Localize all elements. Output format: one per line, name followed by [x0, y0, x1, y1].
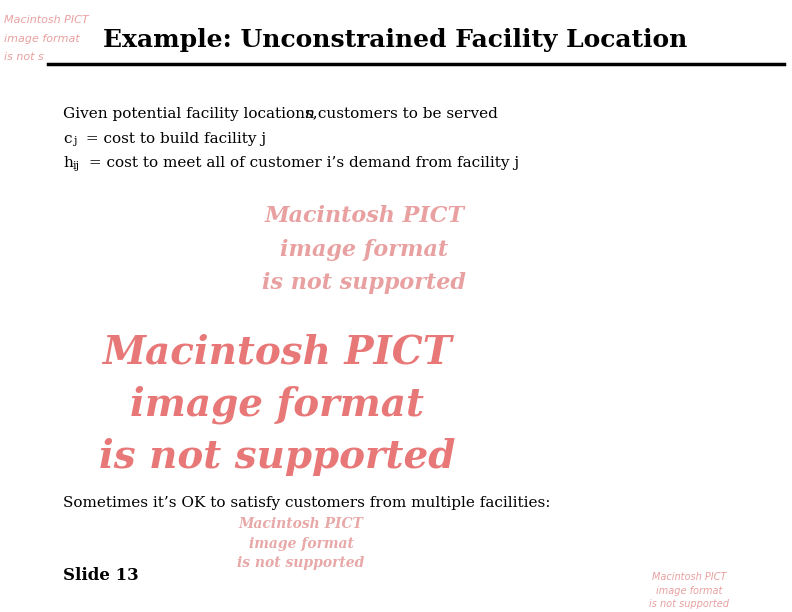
Text: c: c [63, 132, 72, 146]
Text: is not s: is not s [4, 52, 44, 62]
Text: image format: image format [249, 537, 353, 551]
Text: Given potential facility locations,: Given potential facility locations, [63, 107, 323, 121]
Text: = cost to meet all of customer i’s demand from facility j: = cost to meet all of customer i’s deman… [84, 156, 519, 170]
Text: is not supported: is not supported [649, 599, 729, 609]
Text: ij: ij [73, 161, 80, 171]
Text: j: j [73, 136, 76, 146]
Text: = cost to build facility j: = cost to build facility j [81, 132, 266, 146]
Text: h: h [63, 156, 73, 170]
Text: n: n [305, 107, 314, 121]
Text: image format: image format [4, 34, 80, 43]
Text: image format: image format [280, 239, 448, 261]
Text: image format: image format [656, 586, 722, 595]
Text: Macintosh PICT: Macintosh PICT [265, 205, 464, 227]
Text: is not supported: is not supported [238, 556, 364, 570]
Text: Macintosh PICT: Macintosh PICT [652, 572, 726, 582]
Text: Macintosh PICT: Macintosh PICT [102, 334, 452, 371]
Text: Macintosh PICT: Macintosh PICT [238, 517, 364, 531]
Text: image format: image format [130, 386, 425, 424]
Text: Sometimes it’s OK to satisfy customers from multiple facilities:: Sometimes it’s OK to satisfy customers f… [63, 496, 551, 510]
Text: Example: Unconstrained Facility Location: Example: Unconstrained Facility Location [103, 28, 687, 51]
Text: Slide 13: Slide 13 [63, 567, 139, 584]
Text: customers to be served: customers to be served [313, 107, 497, 121]
Text: Macintosh PICT: Macintosh PICT [4, 15, 89, 25]
Text: is not supported: is not supported [99, 438, 455, 476]
Text: is not supported: is not supported [262, 272, 466, 294]
